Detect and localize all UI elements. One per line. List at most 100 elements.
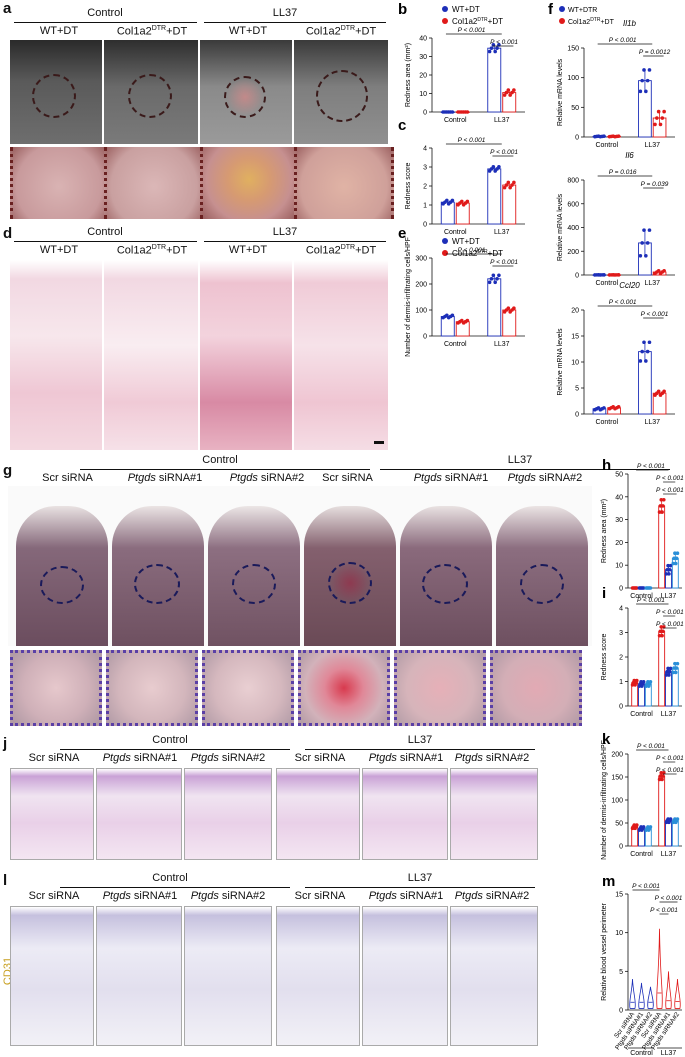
bar bbox=[658, 505, 666, 589]
bar bbox=[644, 683, 652, 707]
bar bbox=[665, 820, 672, 847]
lrow-tile bbox=[362, 906, 448, 1046]
p-value: P < 0.001 bbox=[641, 311, 669, 318]
data-point bbox=[594, 273, 599, 277]
y-axis-label: Redness score bbox=[601, 634, 608, 681]
col-header: Scr siRNA bbox=[294, 752, 346, 764]
col-header: Scr siRNA bbox=[294, 890, 346, 902]
bar bbox=[592, 135, 607, 138]
data-point bbox=[510, 308, 514, 312]
data-point bbox=[647, 826, 652, 831]
data-point bbox=[644, 253, 648, 258]
data-point bbox=[673, 817, 677, 821]
x-tick-label: LL37 bbox=[494, 341, 510, 348]
y-tick-label: 0 bbox=[423, 222, 427, 229]
data-point bbox=[463, 201, 468, 205]
x-tick-label: Ptgds siRNA#1 bbox=[641, 1011, 672, 1051]
col-header: Col1a2DTR+DT bbox=[305, 244, 377, 257]
p-value: P < 0.001 bbox=[656, 621, 684, 628]
data-point bbox=[450, 198, 455, 203]
data-point bbox=[616, 273, 621, 277]
x-tick-label: LL37 bbox=[644, 280, 660, 287]
data-point bbox=[646, 828, 651, 832]
p-value: P < 0.001 bbox=[490, 149, 518, 156]
closeup-g3 bbox=[202, 650, 294, 726]
histology-d4 bbox=[294, 260, 388, 450]
data-point bbox=[639, 825, 643, 829]
data-point bbox=[609, 405, 614, 410]
data-point bbox=[673, 561, 678, 566]
legend-dtr: WT+DTR Col1a2DTR+DT bbox=[559, 6, 615, 26]
data-point bbox=[448, 110, 453, 114]
bar bbox=[592, 274, 607, 276]
data-point bbox=[666, 666, 670, 671]
panel-label-e: e bbox=[398, 225, 406, 242]
data-point bbox=[637, 684, 642, 688]
y-tick-label: 150 bbox=[567, 46, 579, 53]
data-point bbox=[463, 319, 468, 324]
data-point bbox=[647, 586, 652, 590]
data-point bbox=[673, 551, 677, 556]
data-point bbox=[667, 572, 671, 576]
data-point bbox=[667, 567, 672, 572]
data-point bbox=[671, 561, 676, 566]
data-point bbox=[615, 134, 619, 139]
data-point bbox=[658, 122, 663, 127]
closeup-a4 bbox=[294, 147, 394, 219]
p-value: P = 0.039 bbox=[641, 181, 669, 188]
data-point bbox=[512, 180, 516, 185]
data-point bbox=[661, 497, 666, 502]
data-point bbox=[655, 116, 659, 120]
data-point bbox=[653, 122, 657, 127]
bar bbox=[631, 587, 639, 589]
data-point bbox=[600, 273, 604, 277]
group-header-ll37: LL37 bbox=[407, 872, 433, 884]
bar bbox=[607, 274, 621, 276]
data-point bbox=[616, 134, 621, 138]
svg-text:WT+DTR: WT+DTR bbox=[568, 7, 597, 14]
p-value: P = 0.016 bbox=[609, 169, 637, 176]
bar bbox=[638, 351, 652, 415]
y-tick-label: 800 bbox=[567, 178, 579, 185]
data-point bbox=[512, 306, 516, 310]
y-tick-label: 15 bbox=[571, 334, 579, 341]
p-value: P < 0.001 bbox=[490, 259, 518, 266]
data-point bbox=[671, 820, 676, 825]
data-point bbox=[495, 167, 499, 171]
data-point bbox=[640, 826, 645, 831]
data-point bbox=[667, 820, 671, 825]
closeup-a3 bbox=[200, 147, 298, 219]
bar bbox=[638, 683, 645, 707]
panel-label-c: c bbox=[398, 117, 406, 134]
data-point bbox=[664, 673, 669, 677]
bar bbox=[671, 557, 679, 589]
data-point bbox=[656, 109, 661, 114]
data-point bbox=[634, 824, 638, 829]
data-point bbox=[593, 407, 597, 412]
data-point bbox=[443, 200, 447, 204]
histology-d2 bbox=[104, 260, 198, 450]
col-header: Ptgds siRNA#1 bbox=[413, 472, 489, 484]
data-point bbox=[615, 273, 619, 277]
bar bbox=[487, 47, 502, 113]
data-point bbox=[638, 586, 643, 590]
data-point bbox=[443, 110, 447, 114]
jrow-tile bbox=[276, 768, 360, 860]
data-point bbox=[502, 93, 507, 97]
bar bbox=[502, 184, 517, 225]
data-point bbox=[659, 625, 664, 629]
y-tick-label: 100 bbox=[611, 798, 623, 805]
data-point bbox=[647, 228, 652, 232]
bar bbox=[644, 828, 652, 847]
y-tick-label: 0 bbox=[423, 110, 427, 117]
y-tick-label: 2 bbox=[423, 184, 427, 191]
data-point bbox=[645, 349, 650, 354]
p-value: P < 0.001 bbox=[637, 597, 665, 604]
data-point bbox=[611, 405, 615, 409]
x-tick-label: LL37 bbox=[494, 117, 510, 124]
y-tick-label: 200 bbox=[611, 752, 623, 759]
data-point bbox=[665, 669, 670, 674]
p-value: P < 0.001 bbox=[650, 907, 678, 914]
bar bbox=[652, 117, 667, 138]
y-tick-label: 0 bbox=[575, 412, 579, 419]
